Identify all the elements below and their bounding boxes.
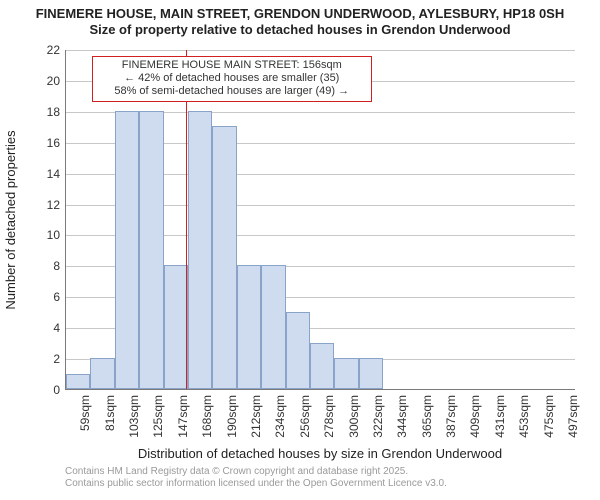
chart-title-line1: FINEMERE HOUSE, MAIN STREET, GRENDON UND… (0, 6, 600, 22)
xtick-label: 212sqm (249, 395, 263, 438)
annotation-line: FINEMERE HOUSE MAIN STREET: 156sqm (97, 59, 368, 72)
histogram-bar (188, 111, 212, 389)
histogram-bar (359, 358, 383, 389)
ytick-label: 16 (47, 136, 60, 150)
attribution-text: Contains HM Land Registry data © Crown c… (65, 466, 447, 490)
xtick-label: 344sqm (395, 395, 409, 438)
xtick-label: 168sqm (200, 395, 214, 438)
ytick-label: 0 (53, 383, 60, 397)
xtick-label: 322sqm (371, 395, 385, 438)
xtick-label: 497sqm (566, 395, 580, 438)
ytick-label: 2 (53, 352, 60, 366)
ytick-label: 4 (53, 321, 60, 335)
y-axis-label: Number of detached properties (3, 130, 18, 309)
plot-area: 024681012141618202259sqm81sqm103sqm125sq… (65, 50, 575, 390)
histogram-bar (90, 358, 114, 389)
histogram-bar (66, 374, 90, 389)
xtick-label: 256sqm (298, 395, 312, 438)
xtick-label: 278sqm (322, 395, 336, 438)
chart-title: FINEMERE HOUSE, MAIN STREET, GRENDON UND… (0, 0, 600, 39)
ytick-label: 6 (53, 290, 60, 304)
attribution-line1: Contains HM Land Registry data © Crown c… (65, 466, 447, 478)
xtick-label: 475sqm (542, 395, 556, 438)
annotation-line: 58% of semi-detached houses are larger (… (97, 85, 368, 98)
histogram-bar (286, 312, 310, 389)
xtick-label: 431sqm (493, 395, 507, 438)
ytick-label: 20 (47, 74, 60, 88)
ytick-label: 18 (47, 105, 60, 119)
histogram-bar (261, 265, 285, 389)
x-axis-label: Distribution of detached houses by size … (65, 446, 575, 461)
histogram-bar (139, 111, 163, 389)
xtick-label: 59sqm (78, 395, 92, 431)
xtick-label: 103sqm (127, 395, 141, 438)
ytick-label: 10 (47, 228, 60, 242)
histogram-bar (334, 358, 358, 389)
ytick-label: 14 (47, 167, 60, 181)
histogram-bar (164, 265, 188, 389)
xtick-label: 300sqm (347, 395, 361, 438)
gridline-h (66, 50, 575, 51)
xtick-label: 190sqm (225, 395, 239, 438)
histogram-bar (237, 265, 261, 389)
ytick-label: 8 (53, 259, 60, 273)
histogram-bar (115, 111, 139, 389)
xtick-label: 125sqm (151, 395, 165, 438)
histogram-bar (212, 126, 236, 389)
histogram-bar (310, 343, 334, 389)
chart-title-line2: Size of property relative to detached ho… (0, 22, 600, 38)
xtick-label: 365sqm (420, 395, 434, 438)
xtick-label: 234sqm (273, 395, 287, 438)
annotation-line: ← 42% of detached houses are smaller (35… (97, 72, 368, 85)
xtick-label: 409sqm (468, 395, 482, 438)
annotation-box: FINEMERE HOUSE MAIN STREET: 156sqm← 42% … (92, 56, 373, 102)
attribution-line2: Contains public sector information licen… (65, 478, 447, 490)
xtick-label: 453sqm (517, 395, 531, 438)
xtick-label: 147sqm (176, 395, 190, 438)
xtick-label: 81sqm (103, 395, 117, 431)
ytick-label: 22 (47, 43, 60, 57)
xtick-label: 387sqm (444, 395, 458, 438)
ytick-label: 12 (47, 198, 60, 212)
